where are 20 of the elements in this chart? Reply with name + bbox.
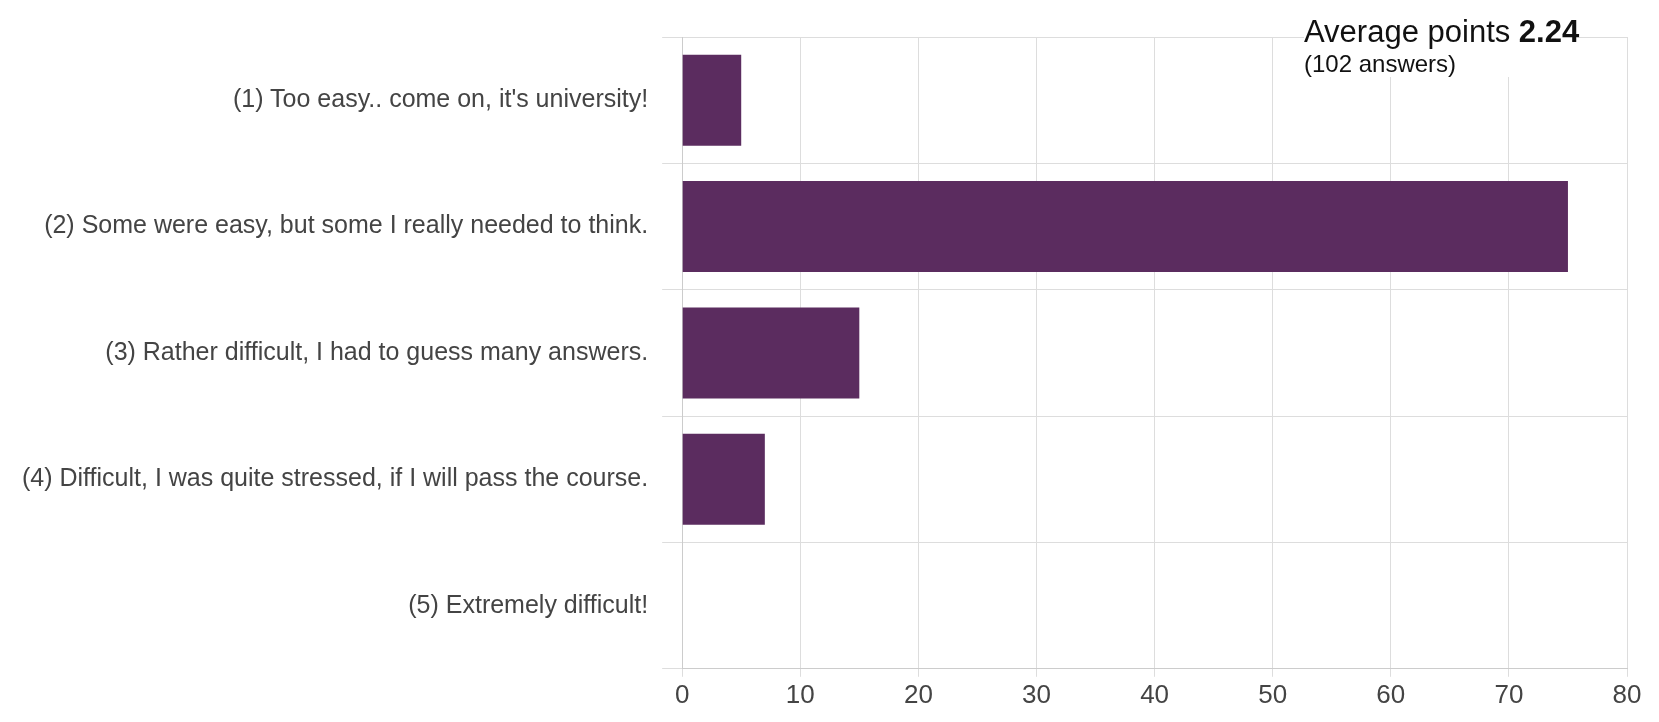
x-tick-label: 40 bbox=[1140, 678, 1170, 709]
y-tick-label: (5) Extremely difficult! bbox=[408, 589, 649, 618]
bar bbox=[682, 433, 765, 525]
y-tick-label: (1) Too easy.. come on, it's university! bbox=[233, 84, 649, 113]
bar bbox=[682, 54, 742, 146]
x-tick-label: 80 bbox=[1612, 678, 1642, 709]
bar bbox=[682, 307, 860, 399]
x-tick-label: 30 bbox=[1022, 678, 1051, 709]
x-tick-label: 70 bbox=[1494, 678, 1524, 709]
x-tick-label: 0 bbox=[674, 678, 690, 709]
bar bbox=[682, 181, 1568, 273]
x-tick-label: 10 bbox=[785, 678, 815, 709]
annotation: (102 answers) bbox=[1304, 49, 1457, 77]
y-tick-label: (3) Rather difficult, I had to guess many answers. bbox=[105, 336, 649, 365]
x-tick-label: 50 bbox=[1258, 678, 1288, 709]
annotation: Average points 2.24 bbox=[1304, 14, 1580, 49]
x-tick-label: 60 bbox=[1376, 678, 1406, 709]
y-tick-label: (4) Difficult, I was quite stressed, if I will pass the course. bbox=[21, 463, 649, 492]
x-tick-label: 20 bbox=[903, 678, 933, 709]
y-tick-label: (2) Some were easy, but some I really needed to think. bbox=[44, 210, 649, 239]
